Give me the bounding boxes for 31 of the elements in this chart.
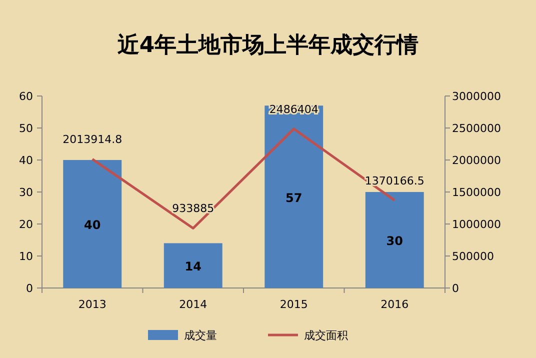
chart-title: 近4年土地市场上半年成交行情 [116,32,419,58]
y2-tick-label: 500000 [452,250,494,263]
data-label: 14 [184,260,202,274]
y-tick-label: 10 [19,250,33,263]
x-tick-label: 2014 [179,298,208,311]
data-label: 2013914.8 [62,133,122,146]
legend-label: 成交面积 [304,329,348,342]
y-tick-label: 50 [19,122,33,135]
data-label: 40 [84,218,101,232]
y2-tick-label: 2500000 [452,122,501,135]
y2-tick-label: 3000000 [452,90,501,103]
y2-tick-label: 1500000 [452,186,501,199]
y-tick-label: 60 [19,90,33,103]
bar [164,243,222,288]
y-tick-label: 0 [26,282,33,295]
x-tick-label: 2016 [380,298,409,311]
y-tick-label: 20 [19,218,33,231]
x-tick-label: 2013 [78,298,106,311]
bar [365,192,424,288]
bar [264,106,324,288]
data-label: 30 [386,234,403,248]
y2-tick-label: 1000000 [452,218,501,231]
y-tick-label: 30 [19,186,33,199]
data-label: 2486404 [269,102,318,116]
data-label: 57 [286,190,302,205]
legend-label: 成交量 [184,329,217,342]
y2-tick-label: 0 [452,282,459,295]
y2-tick-label: 2000000 [452,154,501,167]
bar [63,160,122,288]
x-tick-label: 2015 [280,298,308,311]
y-tick-label: 40 [19,154,33,167]
